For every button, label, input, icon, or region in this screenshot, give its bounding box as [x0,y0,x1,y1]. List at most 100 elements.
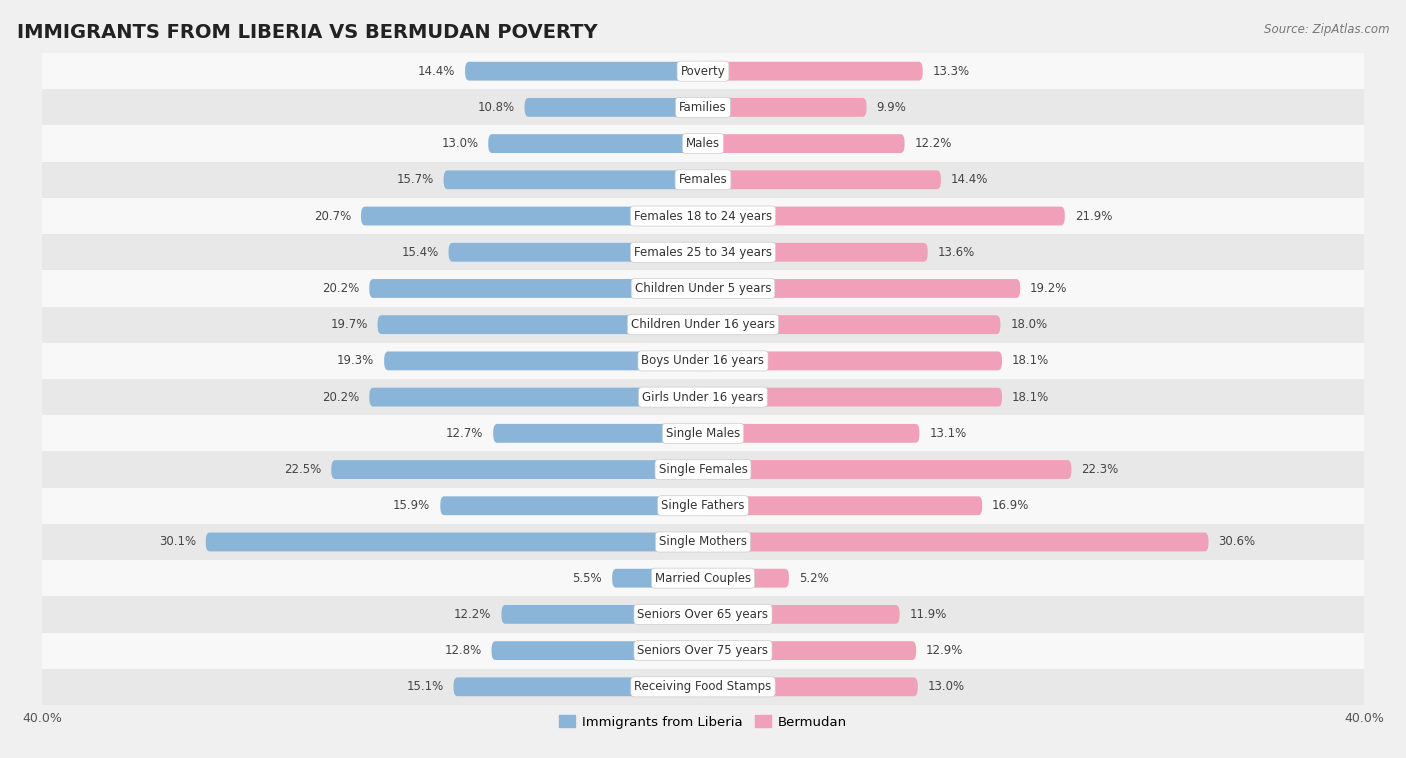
Text: Children Under 16 years: Children Under 16 years [631,318,775,331]
Text: Single Females: Single Females [658,463,748,476]
Bar [42,669,1364,705]
FancyBboxPatch shape [703,61,922,80]
Text: 15.7%: 15.7% [396,174,433,186]
FancyBboxPatch shape [703,568,789,587]
Bar [42,126,1364,161]
Bar [42,452,1364,487]
FancyBboxPatch shape [703,279,1021,298]
FancyBboxPatch shape [332,460,703,479]
FancyBboxPatch shape [492,641,703,660]
Text: 15.4%: 15.4% [402,246,439,258]
Text: 21.9%: 21.9% [1074,209,1112,223]
Bar [42,379,1364,415]
Bar [42,560,1364,597]
Text: Single Males: Single Males [666,427,740,440]
Text: 12.2%: 12.2% [914,137,952,150]
Bar [42,415,1364,452]
FancyBboxPatch shape [703,641,917,660]
Text: Children Under 5 years: Children Under 5 years [634,282,772,295]
Bar [42,234,1364,271]
Text: Source: ZipAtlas.com: Source: ZipAtlas.com [1264,23,1389,36]
Text: 11.9%: 11.9% [910,608,946,621]
Text: Poverty: Poverty [681,64,725,77]
Text: 12.7%: 12.7% [446,427,484,440]
FancyBboxPatch shape [440,496,703,515]
Text: 10.8%: 10.8% [478,101,515,114]
FancyBboxPatch shape [703,352,1002,371]
Text: 20.2%: 20.2% [322,390,360,403]
FancyBboxPatch shape [703,387,1002,406]
FancyBboxPatch shape [465,61,703,80]
Text: 18.1%: 18.1% [1012,355,1049,368]
Bar [42,271,1364,306]
Text: 9.9%: 9.9% [876,101,907,114]
Text: 12.2%: 12.2% [454,608,492,621]
Text: 16.9%: 16.9% [993,500,1029,512]
Text: Females: Females [679,174,727,186]
FancyBboxPatch shape [703,460,1071,479]
Text: 13.0%: 13.0% [928,681,965,694]
Text: 18.1%: 18.1% [1012,390,1049,403]
Text: 12.8%: 12.8% [444,644,482,657]
Text: 13.1%: 13.1% [929,427,966,440]
FancyBboxPatch shape [703,243,928,262]
Text: 22.5%: 22.5% [284,463,322,476]
Text: Girls Under 16 years: Girls Under 16 years [643,390,763,403]
FancyBboxPatch shape [361,207,703,225]
Text: 5.5%: 5.5% [572,572,602,584]
FancyBboxPatch shape [612,568,703,587]
Text: 19.3%: 19.3% [337,355,374,368]
FancyBboxPatch shape [703,496,983,515]
Legend: Immigrants from Liberia, Bermudan: Immigrants from Liberia, Bermudan [554,710,852,735]
Text: Seniors Over 65 years: Seniors Over 65 years [637,608,769,621]
FancyBboxPatch shape [703,207,1064,225]
Bar [42,53,1364,89]
Text: 5.2%: 5.2% [799,572,828,584]
Text: Females 18 to 24 years: Females 18 to 24 years [634,209,772,223]
FancyBboxPatch shape [703,424,920,443]
Text: Seniors Over 75 years: Seniors Over 75 years [637,644,769,657]
Bar [42,632,1364,669]
FancyBboxPatch shape [454,678,703,697]
FancyBboxPatch shape [703,171,941,190]
FancyBboxPatch shape [703,98,866,117]
FancyBboxPatch shape [703,315,1001,334]
Text: Single Mothers: Single Mothers [659,535,747,549]
FancyBboxPatch shape [370,279,703,298]
Text: Single Fathers: Single Fathers [661,500,745,512]
FancyBboxPatch shape [205,533,703,551]
Text: 30.6%: 30.6% [1219,535,1256,549]
Bar [42,198,1364,234]
FancyBboxPatch shape [494,424,703,443]
Text: 12.9%: 12.9% [927,644,963,657]
Text: IMMIGRANTS FROM LIBERIA VS BERMUDAN POVERTY: IMMIGRANTS FROM LIBERIA VS BERMUDAN POVE… [17,23,598,42]
Text: 14.4%: 14.4% [950,174,988,186]
FancyBboxPatch shape [488,134,703,153]
Text: 19.2%: 19.2% [1031,282,1067,295]
Text: 20.2%: 20.2% [322,282,360,295]
FancyBboxPatch shape [378,315,703,334]
Bar [42,161,1364,198]
Text: 18.0%: 18.0% [1011,318,1047,331]
Text: Males: Males [686,137,720,150]
FancyBboxPatch shape [449,243,703,262]
Text: 22.3%: 22.3% [1081,463,1119,476]
FancyBboxPatch shape [703,533,1209,551]
FancyBboxPatch shape [502,605,703,624]
Text: 13.3%: 13.3% [932,64,970,77]
Bar [42,524,1364,560]
Text: Receiving Food Stamps: Receiving Food Stamps [634,681,772,694]
Text: Females 25 to 34 years: Females 25 to 34 years [634,246,772,258]
Bar [42,89,1364,126]
Text: 14.4%: 14.4% [418,64,456,77]
Bar [42,343,1364,379]
FancyBboxPatch shape [703,134,904,153]
Bar [42,306,1364,343]
Text: 30.1%: 30.1% [159,535,195,549]
Bar [42,597,1364,632]
Text: 13.6%: 13.6% [938,246,974,258]
FancyBboxPatch shape [524,98,703,117]
Text: 20.7%: 20.7% [314,209,352,223]
Text: Boys Under 16 years: Boys Under 16 years [641,355,765,368]
Text: 15.9%: 15.9% [394,500,430,512]
